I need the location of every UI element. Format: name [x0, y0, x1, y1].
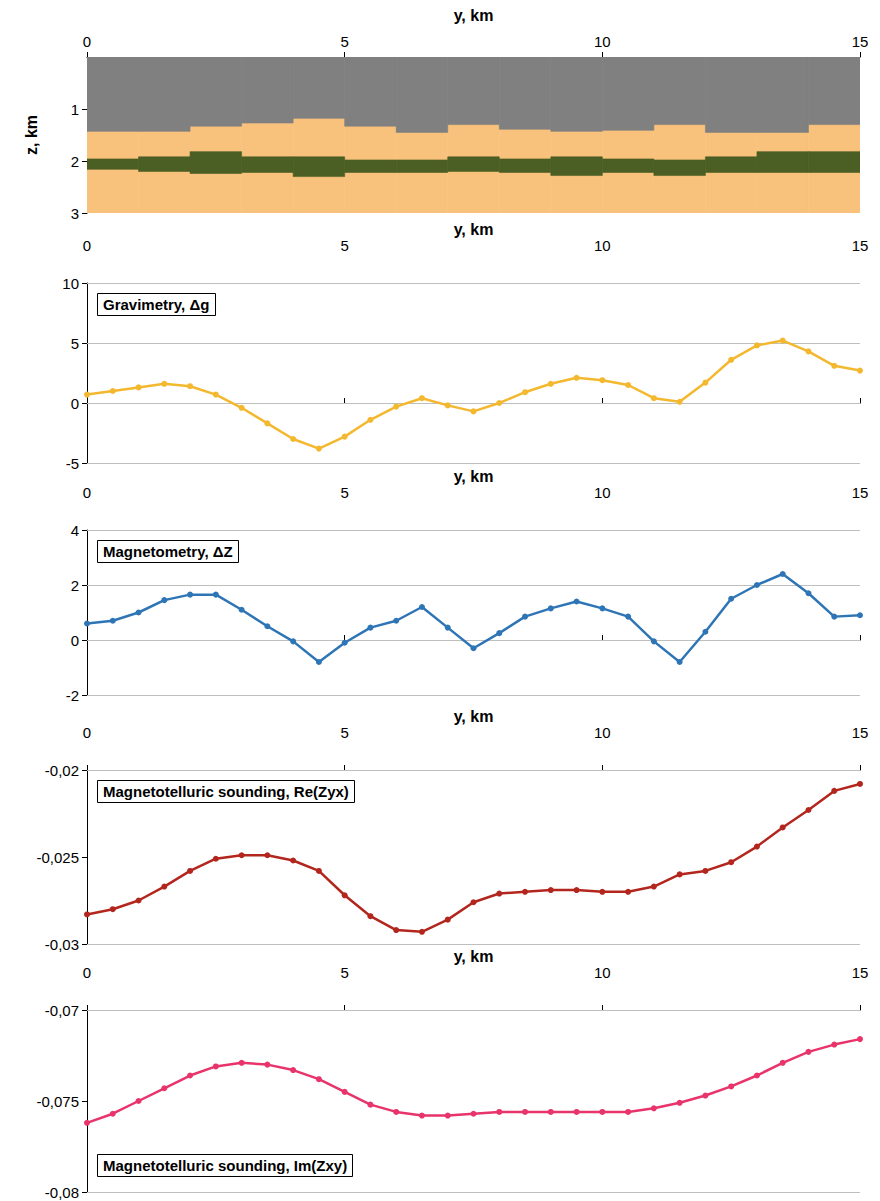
svg-text:y, km: y, km	[454, 221, 494, 238]
svg-text:y, km: y, km	[454, 708, 494, 725]
svg-text:Magnetometry, ΔZ: Magnetometry, ΔZ	[103, 543, 233, 560]
svg-text:5: 5	[340, 33, 348, 50]
svg-text:10: 10	[594, 33, 611, 50]
svg-text:0: 0	[83, 724, 91, 741]
svg-text:3: 3	[71, 205, 79, 222]
svg-text:15: 15	[852, 237, 869, 254]
svg-text:-5: -5	[66, 455, 79, 472]
svg-text:Magnetotelluric sounding, Re(Z: Magnetotelluric sounding, Re(Zyx)	[103, 783, 349, 800]
svg-text:0: 0	[71, 632, 79, 649]
svg-text:10: 10	[594, 484, 611, 501]
svg-text:0: 0	[71, 395, 79, 412]
svg-text:10: 10	[62, 275, 79, 292]
svg-text:-0,02: -0,02	[45, 762, 79, 779]
svg-text:5: 5	[340, 484, 348, 501]
svg-text:y, km: y, km	[454, 7, 494, 24]
svg-text:-0,07: -0,07	[45, 1002, 79, 1019]
svg-text:10: 10	[594, 724, 611, 741]
svg-text:5: 5	[340, 724, 348, 741]
svg-text:10: 10	[594, 964, 611, 981]
svg-text:-0,025: -0,025	[36, 849, 79, 866]
svg-text:0: 0	[83, 33, 91, 50]
svg-text:5: 5	[71, 335, 79, 352]
svg-text:5: 5	[340, 237, 348, 254]
svg-text:0: 0	[83, 964, 91, 981]
svg-text:15: 15	[852, 964, 869, 981]
svg-text:5: 5	[340, 964, 348, 981]
svg-text:-0,075: -0,075	[36, 1093, 79, 1110]
svg-text:Gravimetry, Δg: Gravimetry, Δg	[103, 296, 209, 313]
svg-text:-2: -2	[66, 687, 79, 704]
svg-text:15: 15	[852, 33, 869, 50]
svg-text:0: 0	[83, 237, 91, 254]
svg-text:-0,08: -0,08	[45, 1184, 79, 1201]
svg-text:z, km: z, km	[23, 115, 40, 155]
svg-text:0: 0	[83, 484, 91, 501]
svg-text:1: 1	[71, 101, 79, 118]
svg-text:y, km: y, km	[454, 948, 494, 965]
svg-text:Magnetotelluric sounding, Im(Z: Magnetotelluric sounding, Im(Zxy)	[103, 1157, 347, 1174]
svg-text:-0,03: -0,03	[45, 936, 79, 953]
svg-text:4: 4	[71, 522, 79, 539]
svg-text:15: 15	[852, 724, 869, 741]
svg-text:2: 2	[71, 577, 79, 594]
svg-text:10: 10	[594, 237, 611, 254]
svg-text:15: 15	[852, 484, 869, 501]
svg-text:y, km: y, km	[454, 468, 494, 485]
svg-text:2: 2	[71, 153, 79, 170]
